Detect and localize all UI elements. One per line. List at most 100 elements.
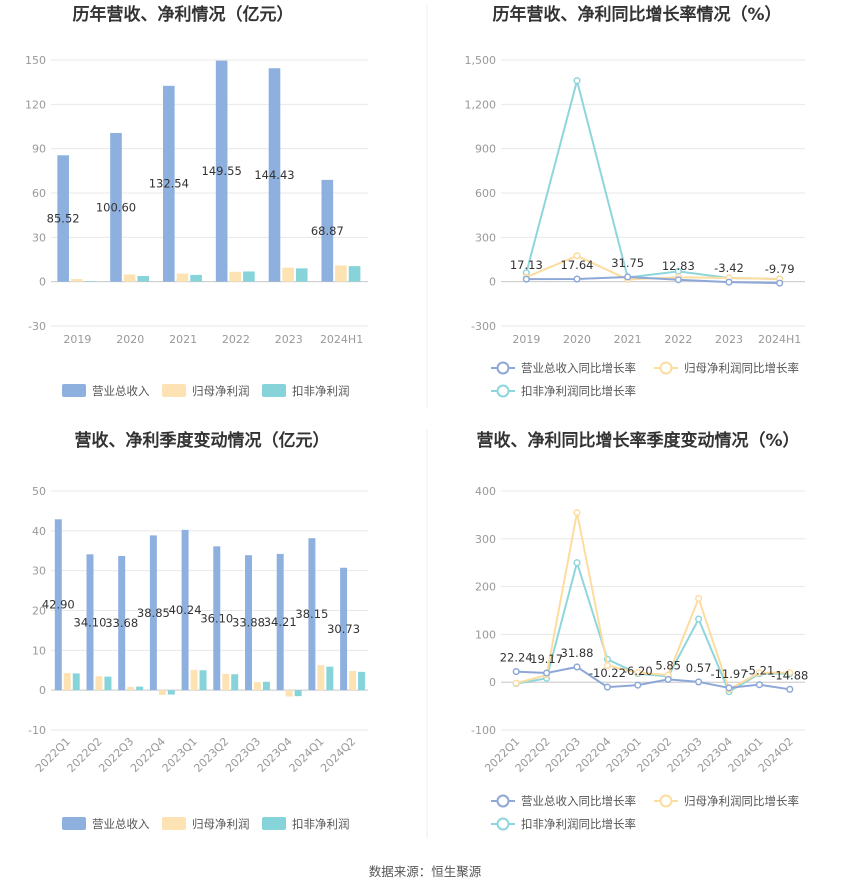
bar-revenue [321,179,334,282]
bar-net-profit [190,669,198,691]
bar-net-profit [222,673,230,691]
data-label: 33.88 [232,616,265,630]
data-label: 85.52 [47,211,80,225]
legend-label: 归母净利润同比增长率 [684,361,799,375]
legend-marker [496,794,510,808]
data-label: 12.83 [662,259,695,273]
bar-revenue [110,133,122,282]
quarterly-revenue-profit-chart: 营收、净利季度变动情况（亿元）50403020100-102022Q12022Q… [28,430,368,831]
data-label: 33.68 [105,616,138,630]
legend-marker [659,361,673,375]
data-label: 149.55 [202,164,242,178]
data-label: 40.24 [169,603,202,617]
data-point [695,678,703,686]
bar-revenue [86,554,94,691]
data-point [573,663,581,671]
bar-deducted-profit [295,268,308,282]
data-label: -5.21 [745,664,775,678]
bar-net-profit [127,686,135,691]
data-label: 30.73 [327,622,360,636]
data-label: 100.60 [96,200,136,214]
bar-revenue [213,546,221,691]
data-label: 144.43 [254,168,294,182]
y-tick-label: 0 [489,276,496,289]
y-tick-label: 90 [32,143,46,156]
y-tick-label: 600 [475,187,496,200]
annual-growth-rate-chart: 历年营收、净利同比增长率情况（%） 1,500 1,200 900 600 300 0 -30… [465,4,805,398]
data-label: 19.17 [530,652,563,666]
bar-revenue [163,85,175,282]
data-label: 34.21 [264,615,297,629]
bar-revenue [268,68,281,282]
series-line [516,559,790,694]
bar-net-profit [229,271,242,282]
legend-swatch [262,384,286,397]
y-tick-label: 0 [39,684,46,697]
data-label: 38.15 [295,607,328,621]
bar-revenue [149,535,157,691]
y-tick-label: -30 [28,320,46,333]
bar-deducted-profit [136,686,144,691]
annual-revenue-profit-chart: 历年营收、净利情况（亿元） 150 120 90 60 30 0 -30 2019 2020 202… [25,4,368,398]
y-tick-label: 1,500 [465,54,497,67]
series-line [525,76,780,281]
data-label: -9.79 [765,262,795,276]
x-tick-label: 2019 [63,333,91,346]
x-tick-label: 2022 [222,333,250,346]
data-point [573,508,581,517]
bar-deducted-profit [137,276,150,282]
legend-label: 扣非净利润 [292,384,350,398]
data-point [573,275,581,283]
legend-label: 归母净利润同比增长率 [684,794,799,808]
series-line [516,665,790,691]
data-label: -11.97 [710,667,747,681]
x-tick-label: 2024Q2 [318,735,358,775]
legend-marker [496,384,510,398]
legend-label: 扣非净利润同比增长率 [521,817,636,831]
data-point [776,279,784,287]
bar-revenue [181,529,189,691]
y-tick-label: 50 [32,485,46,498]
y-tick-label: 0 [39,276,46,289]
data-label: 38.85 [137,606,170,620]
bar-net-profit [123,274,136,282]
chart-title: 历年营收、净利情况（亿元） [73,4,294,25]
bar-deducted-profit [231,674,239,691]
legend-label: 归母净利润 [192,817,250,831]
legend-label: 营业总收入同比增长率 [521,794,636,808]
chart-title: 营收、净利季度变动情况（亿元） [75,430,330,451]
data-label: -3.42 [714,261,744,275]
bar-revenue [57,155,69,282]
bar-revenue [215,60,228,282]
x-tick-label: 2023 [275,333,303,346]
chart-title: 历年营收、净利同比增长率情况（%） [492,4,781,25]
bar-deducted-profit [243,271,255,282]
bar-net-profit [95,676,103,691]
bar-deducted-profit [348,266,361,282]
x-tick-label: 2023 [715,333,743,346]
y-tick-label: -300 [471,320,496,333]
y-tick-label: 30 [32,231,46,244]
x-tick-label: 2020 [116,333,144,346]
data-label: -10.22 [589,666,626,680]
y-tick-label: 20 [32,605,46,618]
bar-net-profit [70,279,83,282]
data-point [543,669,551,677]
data-label: 34.10 [74,615,107,629]
x-tick-label: 2019 [512,333,540,346]
y-tick-label: 150 [25,54,46,67]
bar-revenue [308,538,316,691]
data-point [603,661,611,670]
data-label: 22.24 [500,651,533,665]
x-tick-label: 2021 [614,333,642,346]
bar-net-profit [253,682,261,691]
data-point [695,595,703,603]
bar-net-profit [317,665,325,691]
data-label: 31.75 [611,256,644,270]
bar-deducted-profit [190,274,202,282]
data-point [512,679,520,687]
data-label: 68.87 [311,224,344,238]
y-tick-label: 10 [32,644,46,657]
data-point [755,681,763,689]
